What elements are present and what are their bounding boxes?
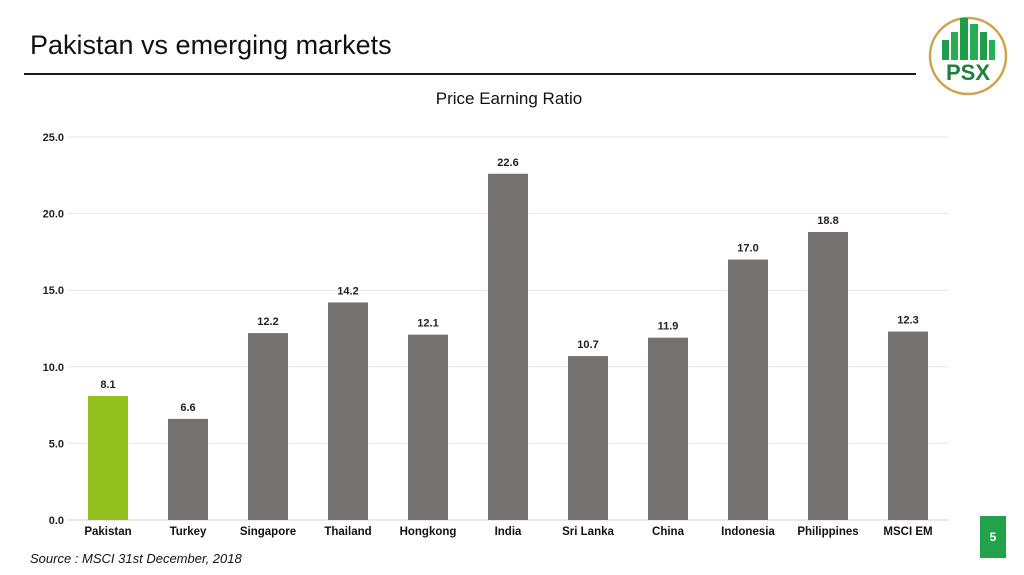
data-label: 22.6: [497, 157, 518, 169]
title-divider: [24, 73, 916, 75]
page-title: Pakistan vs emerging markets: [30, 30, 392, 60]
x-tick-label: Thailand: [324, 526, 371, 538]
bar-pakistan: [88, 395, 128, 520]
x-tick-label: India: [495, 526, 522, 538]
x-tick-label: Hongkong: [400, 526, 457, 538]
x-tick-label: Sri Lanka: [562, 526, 614, 538]
data-label: 17.0: [737, 243, 758, 255]
bar-turkey: [168, 418, 208, 520]
x-tick-label: MSCI EM: [883, 526, 932, 538]
bar-hongkong: [408, 334, 448, 520]
x-tick-label: Pakistan: [84, 526, 131, 538]
bar-philippines: [808, 231, 848, 520]
bar-indonesia: [728, 259, 768, 520]
data-label: 8.1: [100, 379, 115, 391]
data-label: 10.7: [577, 339, 598, 351]
x-tick-label: Philippines: [797, 526, 858, 538]
bar-singapore: [248, 333, 288, 520]
page-number-badge: 5: [980, 516, 1006, 558]
psx-logo: PSX: [928, 16, 1008, 96]
y-tick-label: 0.0: [49, 515, 64, 527]
data-label: 18.8: [817, 215, 838, 227]
y-tick-label: 5.0: [49, 438, 64, 450]
bar-china: [648, 337, 688, 520]
data-label: 14.2: [337, 285, 358, 297]
source-note: Source : MSCI 31st December, 2018: [30, 551, 242, 566]
bar-sri-lanka: [568, 356, 608, 520]
x-tick-label: Singapore: [240, 526, 296, 538]
data-label: 12.2: [257, 316, 278, 328]
y-tick-label: 15.0: [43, 285, 64, 297]
bar-msci-em: [888, 331, 928, 520]
chart-title: Price Earning Ratio: [436, 89, 582, 108]
logo-text: PSX: [946, 60, 990, 85]
x-tick-label: Indonesia: [721, 526, 775, 538]
bar-thailand: [328, 302, 368, 520]
y-tick-label: 25.0: [43, 132, 64, 144]
y-tick-label: 20.0: [43, 209, 64, 221]
data-label: 11.9: [658, 321, 679, 333]
x-tick-label: Turkey: [170, 526, 207, 538]
y-tick-label: 10.0: [43, 362, 64, 374]
data-label: 12.3: [897, 315, 918, 327]
bar-india: [488, 173, 528, 520]
data-label: 6.6: [180, 402, 195, 414]
x-tick-label: China: [652, 526, 685, 538]
data-label: 12.1: [417, 318, 438, 330]
